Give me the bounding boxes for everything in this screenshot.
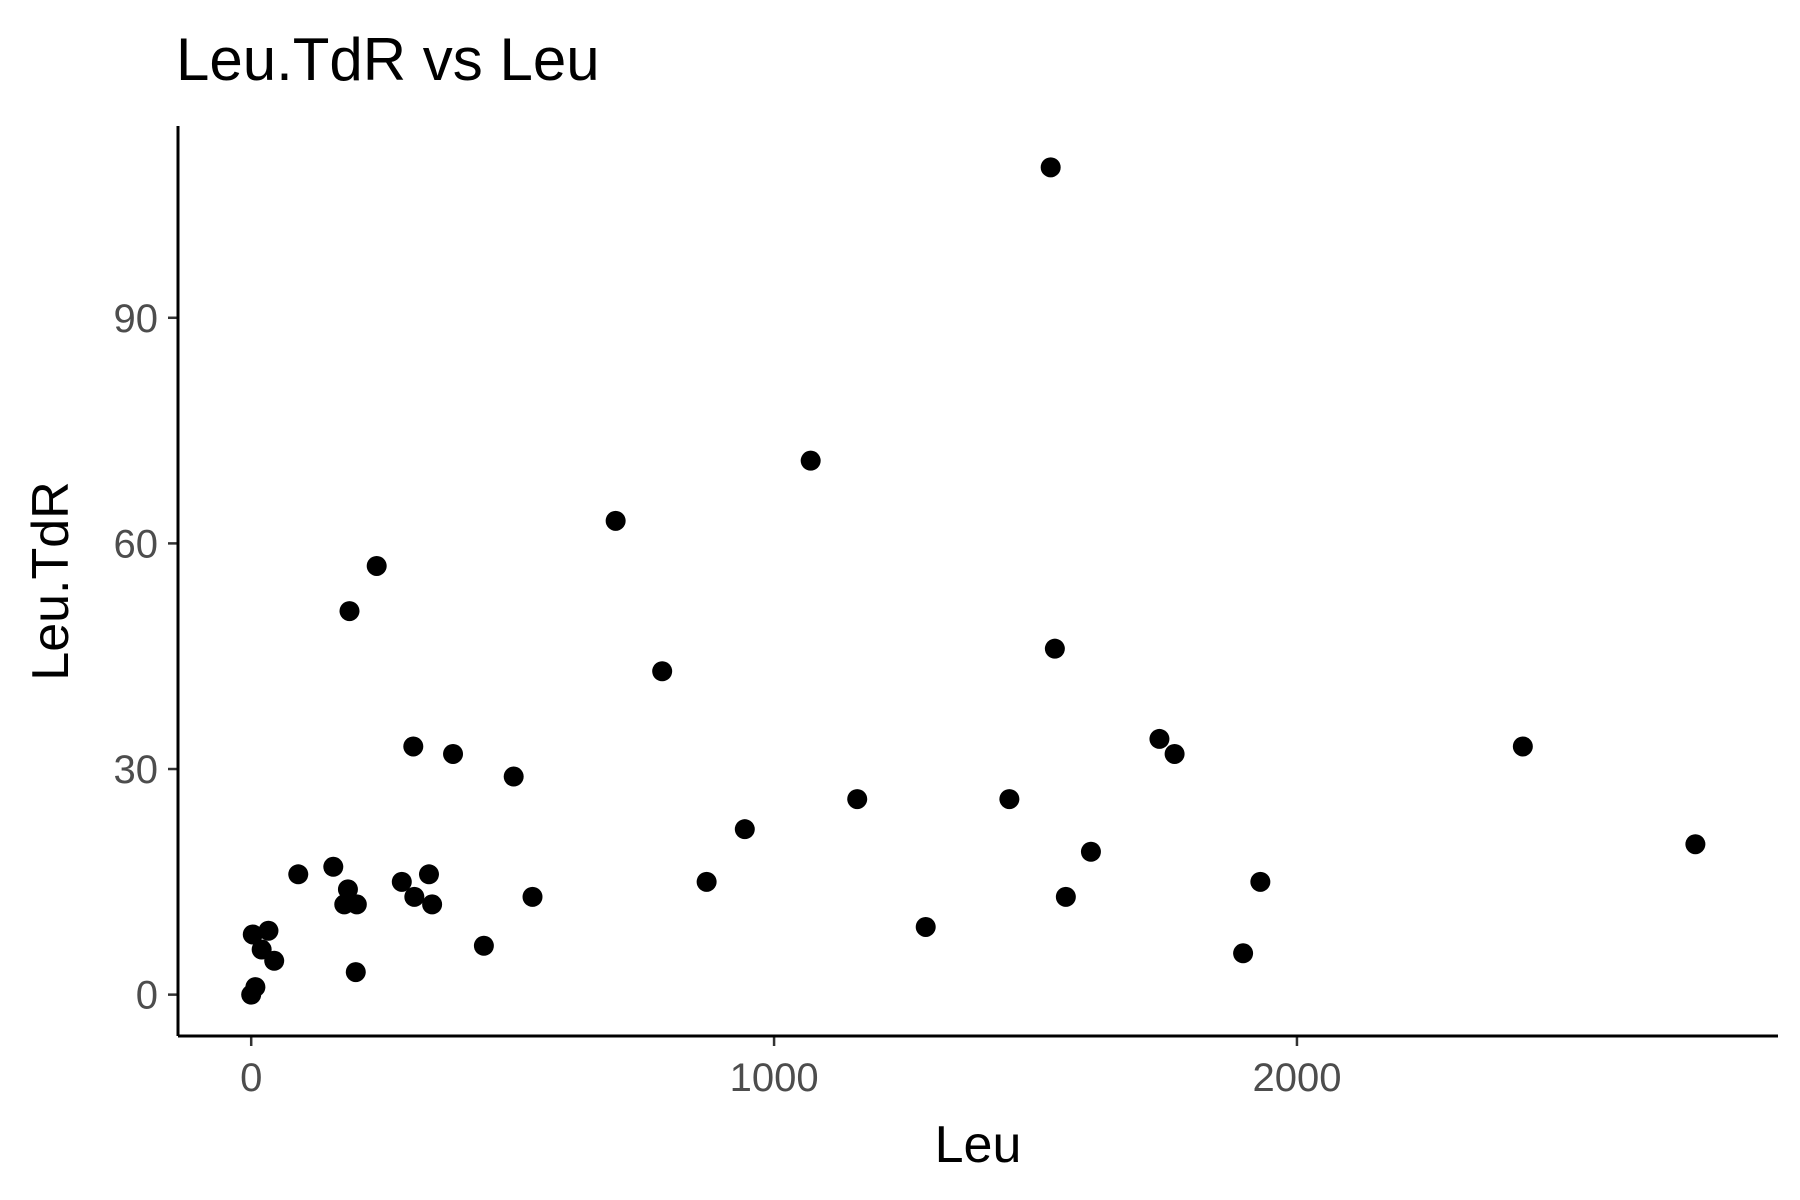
- data-point: [1080, 841, 1101, 862]
- data-point: [1250, 871, 1271, 892]
- data-point: [1040, 157, 1061, 178]
- data-point: [503, 766, 524, 787]
- data-point: [245, 977, 266, 998]
- data-point: [734, 819, 755, 840]
- data-point: [800, 450, 821, 471]
- data-point: [1044, 638, 1065, 659]
- data-point: [346, 894, 367, 915]
- data-points: [241, 157, 1706, 1005]
- x-tick-label: 0: [240, 1056, 262, 1100]
- data-point: [696, 871, 717, 892]
- data-point: [1164, 743, 1185, 764]
- data-point: [1685, 834, 1706, 855]
- data-point: [264, 950, 285, 971]
- data-point: [473, 935, 494, 956]
- data-point: [366, 555, 387, 576]
- data-point: [288, 864, 309, 885]
- data-point: [323, 856, 344, 877]
- data-point: [522, 886, 543, 907]
- x-tick-label: 2000: [1252, 1056, 1341, 1100]
- data-point: [345, 962, 366, 983]
- data-point: [1512, 736, 1533, 757]
- data-point: [847, 789, 868, 810]
- data-point: [404, 886, 425, 907]
- data-point: [999, 789, 1020, 810]
- data-point: [258, 920, 279, 941]
- y-tick-label: 60: [114, 522, 159, 566]
- data-point: [915, 916, 936, 937]
- data-point: [242, 924, 263, 945]
- data-point: [422, 894, 443, 915]
- data-point: [652, 661, 673, 682]
- data-point: [443, 743, 464, 764]
- data-point: [1055, 886, 1076, 907]
- y-tick-label: 0: [136, 974, 158, 1018]
- data-point: [418, 864, 439, 885]
- data-point: [403, 736, 424, 757]
- data-point: [1149, 728, 1170, 749]
- y-tick-label: 90: [114, 297, 159, 341]
- data-point: [391, 871, 412, 892]
- y-tick-label: 30: [114, 748, 159, 792]
- data-point: [337, 879, 358, 900]
- data-point: [1233, 943, 1254, 964]
- data-point: [605, 510, 626, 531]
- y-axis-ticks: 0 30 60 90: [114, 297, 178, 1018]
- data-point: [339, 601, 360, 622]
- y-axis-title: Leu.TdR: [22, 481, 80, 680]
- x-tick-label: 1000: [730, 1056, 819, 1100]
- chart-title: Leu.TdR vs Leu: [176, 26, 600, 93]
- x-axis-ticks: 0 1000 2000: [240, 1036, 1341, 1100]
- x-axis-title: Leu: [935, 1116, 1022, 1174]
